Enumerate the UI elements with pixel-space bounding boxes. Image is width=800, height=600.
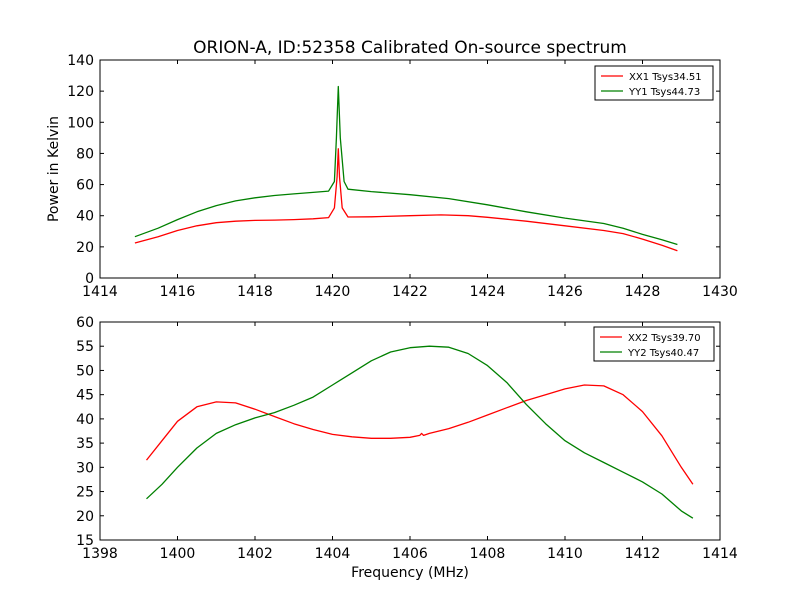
- bottom-y-tick-label: 15: [76, 533, 94, 549]
- bottom-y-tick-label: 55: [76, 339, 94, 355]
- top-x-tick-label: 1418: [237, 284, 273, 300]
- top-y-tick-label: 120: [67, 84, 94, 100]
- top-legend-box: [594, 65, 714, 101]
- bottom-panel: 1398 1400 1402 1404 1406 1408 1410 1412 1414 15 20…: [76, 315, 738, 562]
- top-y-tick-label: 140: [67, 53, 94, 69]
- bottom-series-line-yy: [146, 345, 694, 519]
- top-y-tick-label: 80: [76, 146, 94, 162]
- top-series-line-yy: [134, 85, 678, 246]
- bottom-x-tick-label: 1414: [702, 546, 738, 562]
- bottom-x-tick-label: 1402: [237, 546, 273, 562]
- bottom-y-tick-label: 50: [76, 363, 94, 379]
- top-y-tick-label: 100: [67, 115, 94, 131]
- bottom-series-line-xx: [145, 384, 694, 485]
- top-legend-label: YY1 Tsys44.73: [628, 87, 700, 98]
- bottom-x-tick-label: 1404: [315, 546, 351, 562]
- top-legend-label: XX1 Tsys34.51: [629, 72, 702, 83]
- top-series-line-xx: [134, 148, 678, 252]
- chart-title: ORION-A, ID:52358 Calibrated On-source s…: [193, 38, 627, 58]
- top-x-tick-label: 1416: [160, 284, 196, 300]
- top-panel: 1414 1416 1418 1420 1422 1424 1426 1428 1430 0 20 4…: [67, 53, 738, 300]
- top-y-tick-label: 60: [76, 178, 94, 194]
- bottom-x-tick-label: 1412: [625, 546, 661, 562]
- bottom-x-tick-label: 1410: [547, 546, 583, 562]
- top-x-tick-label: 1428: [625, 284, 661, 300]
- bottom-x-tick-label: 1400: [160, 546, 196, 562]
- top-x-tick-label: 1426: [547, 284, 583, 300]
- top-y-tick-label: 40: [76, 209, 94, 225]
- x-axis-title: Frequency (MHz): [351, 565, 469, 581]
- bottom-y-tick-label: 35: [76, 436, 94, 452]
- bottom-legend-label: XX2 Tsys39.70: [628, 333, 701, 344]
- top-x-tick-label: 1422: [392, 284, 428, 300]
- top-x-tick-label: 1424: [470, 284, 506, 300]
- top-y-tick-label: 20: [76, 240, 94, 256]
- bottom-x-tick-label: 1408: [470, 546, 506, 562]
- bottom-y-tick-label: 40: [76, 412, 94, 428]
- bottom-y-tick-label: 45: [76, 388, 94, 404]
- top-x-tick-label: 1414: [82, 284, 118, 300]
- top-y-tick-label: 0: [85, 271, 94, 287]
- bottom-y-tick-label: 25: [76, 485, 94, 501]
- bottom-y-tick-label: 30: [76, 460, 94, 476]
- bottom-legend-label: YY2 Tsys40.47: [627, 348, 699, 359]
- bottom-y-tick-label: 60: [76, 315, 94, 331]
- bottom-legend-box: [593, 326, 715, 362]
- bottom-legend: XX2 Tsys39.70 YY2 Tsys40.47: [593, 326, 715, 362]
- top-x-tick-label: 1420: [315, 284, 351, 300]
- top-x-tick-label: 1430: [702, 284, 738, 300]
- bottom-y-tick-label: 20: [76, 509, 94, 525]
- top-legend: XX1 Tsys34.51 YY1 Tsys44.73: [594, 65, 714, 101]
- y-axis-title: Power in Kelvin: [46, 116, 62, 222]
- bottom-x-tick-label: 1406: [392, 546, 428, 562]
- bottom-x-tick-label: 1398: [82, 546, 118, 562]
